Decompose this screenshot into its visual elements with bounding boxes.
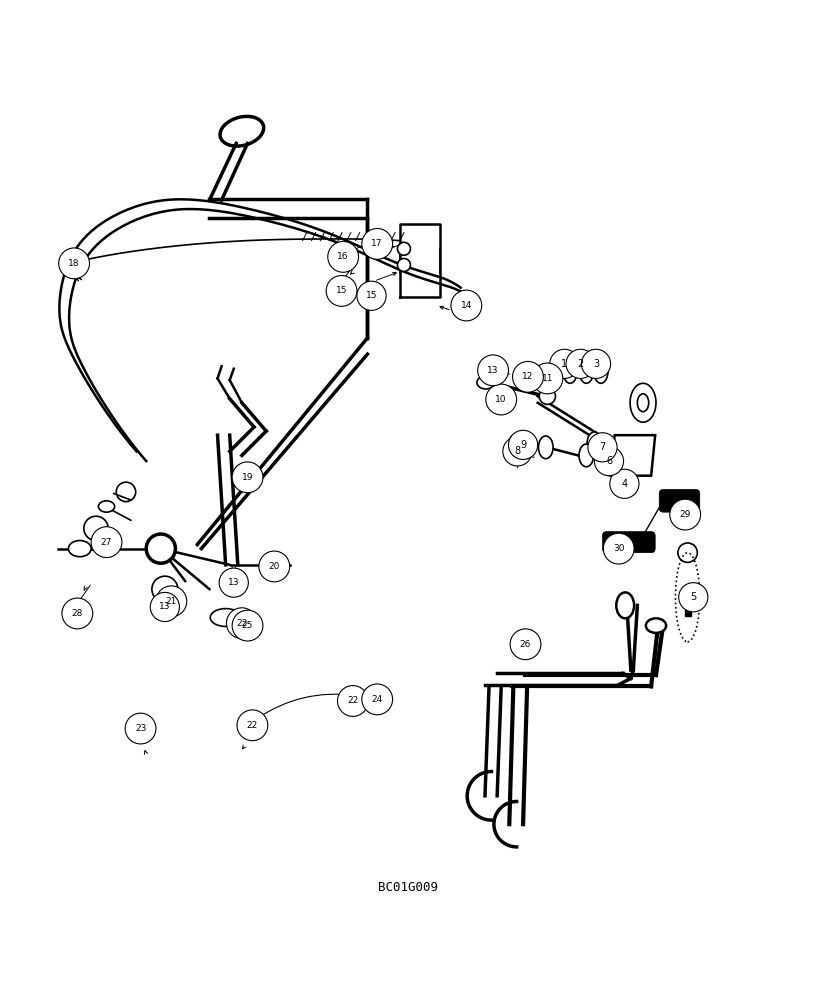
Ellipse shape bbox=[593, 357, 608, 383]
Circle shape bbox=[477, 355, 508, 386]
Circle shape bbox=[582, 349, 610, 378]
Circle shape bbox=[220, 568, 248, 597]
Circle shape bbox=[361, 684, 392, 715]
Circle shape bbox=[532, 363, 563, 394]
Ellipse shape bbox=[630, 383, 656, 422]
Ellipse shape bbox=[510, 434, 525, 444]
Ellipse shape bbox=[211, 609, 241, 626]
Circle shape bbox=[566, 349, 595, 378]
Ellipse shape bbox=[477, 376, 494, 389]
Circle shape bbox=[550, 349, 579, 378]
Circle shape bbox=[588, 433, 617, 462]
Text: 18: 18 bbox=[69, 259, 80, 268]
Text: 30: 30 bbox=[613, 544, 624, 553]
Text: 25: 25 bbox=[242, 621, 253, 630]
Text: 13: 13 bbox=[487, 366, 499, 375]
Circle shape bbox=[603, 533, 634, 564]
Circle shape bbox=[237, 710, 268, 741]
Text: 15: 15 bbox=[336, 286, 348, 295]
Circle shape bbox=[670, 499, 701, 530]
Text: 9: 9 bbox=[520, 440, 526, 450]
Text: 6: 6 bbox=[606, 456, 612, 466]
Text: 2: 2 bbox=[578, 359, 583, 369]
Circle shape bbox=[503, 437, 532, 466]
Ellipse shape bbox=[579, 444, 593, 467]
Circle shape bbox=[156, 586, 187, 617]
Circle shape bbox=[328, 241, 358, 272]
Ellipse shape bbox=[616, 592, 634, 618]
Circle shape bbox=[338, 686, 368, 716]
Text: 12: 12 bbox=[522, 372, 534, 381]
Text: 4: 4 bbox=[621, 479, 628, 489]
Circle shape bbox=[59, 248, 90, 279]
Text: 26: 26 bbox=[520, 640, 531, 649]
Circle shape bbox=[508, 430, 538, 459]
Circle shape bbox=[326, 276, 357, 306]
Circle shape bbox=[397, 258, 410, 271]
Text: 7: 7 bbox=[600, 442, 605, 452]
FancyBboxPatch shape bbox=[659, 489, 700, 512]
Text: 23: 23 bbox=[135, 724, 146, 733]
Circle shape bbox=[62, 598, 93, 629]
Ellipse shape bbox=[587, 432, 601, 455]
Circle shape bbox=[125, 713, 156, 744]
Circle shape bbox=[150, 592, 180, 622]
Circle shape bbox=[610, 469, 639, 498]
Text: 14: 14 bbox=[461, 301, 472, 310]
Ellipse shape bbox=[69, 541, 91, 557]
Text: 15: 15 bbox=[366, 291, 377, 300]
Text: 17: 17 bbox=[371, 239, 383, 248]
Text: 20: 20 bbox=[268, 562, 280, 571]
Text: 27: 27 bbox=[101, 538, 113, 547]
Circle shape bbox=[152, 576, 178, 602]
Text: BC01G009: BC01G009 bbox=[378, 881, 438, 894]
Text: 8: 8 bbox=[514, 446, 521, 456]
Circle shape bbox=[397, 242, 410, 255]
Ellipse shape bbox=[539, 436, 553, 459]
Circle shape bbox=[451, 290, 481, 321]
Text: 3: 3 bbox=[593, 359, 599, 369]
Circle shape bbox=[146, 534, 175, 563]
Ellipse shape bbox=[99, 501, 114, 512]
Text: 22: 22 bbox=[246, 721, 258, 730]
Text: 16: 16 bbox=[337, 252, 349, 261]
Text: 5: 5 bbox=[690, 592, 696, 602]
Text: 10: 10 bbox=[495, 395, 507, 404]
Circle shape bbox=[259, 551, 290, 582]
Text: 1: 1 bbox=[561, 359, 567, 369]
Circle shape bbox=[679, 583, 707, 612]
Circle shape bbox=[357, 281, 386, 310]
Ellipse shape bbox=[646, 618, 666, 633]
Circle shape bbox=[486, 384, 517, 415]
Ellipse shape bbox=[579, 357, 593, 383]
FancyBboxPatch shape bbox=[602, 532, 655, 553]
Circle shape bbox=[91, 527, 122, 558]
Text: 22: 22 bbox=[237, 619, 247, 628]
Circle shape bbox=[361, 229, 392, 259]
Text: 19: 19 bbox=[242, 473, 253, 482]
Text: 28: 28 bbox=[72, 609, 83, 618]
Ellipse shape bbox=[563, 357, 578, 383]
Text: 13: 13 bbox=[228, 578, 240, 587]
Circle shape bbox=[594, 447, 623, 476]
Text: 22: 22 bbox=[348, 696, 358, 705]
Text: 21: 21 bbox=[166, 597, 177, 606]
Circle shape bbox=[510, 629, 541, 660]
Circle shape bbox=[232, 462, 263, 493]
Circle shape bbox=[232, 610, 263, 641]
Circle shape bbox=[539, 388, 556, 404]
Text: 29: 29 bbox=[680, 510, 691, 519]
Circle shape bbox=[512, 361, 543, 392]
Text: 24: 24 bbox=[371, 695, 383, 704]
Text: 13: 13 bbox=[159, 602, 171, 611]
Circle shape bbox=[227, 608, 257, 639]
Text: 11: 11 bbox=[542, 374, 553, 383]
